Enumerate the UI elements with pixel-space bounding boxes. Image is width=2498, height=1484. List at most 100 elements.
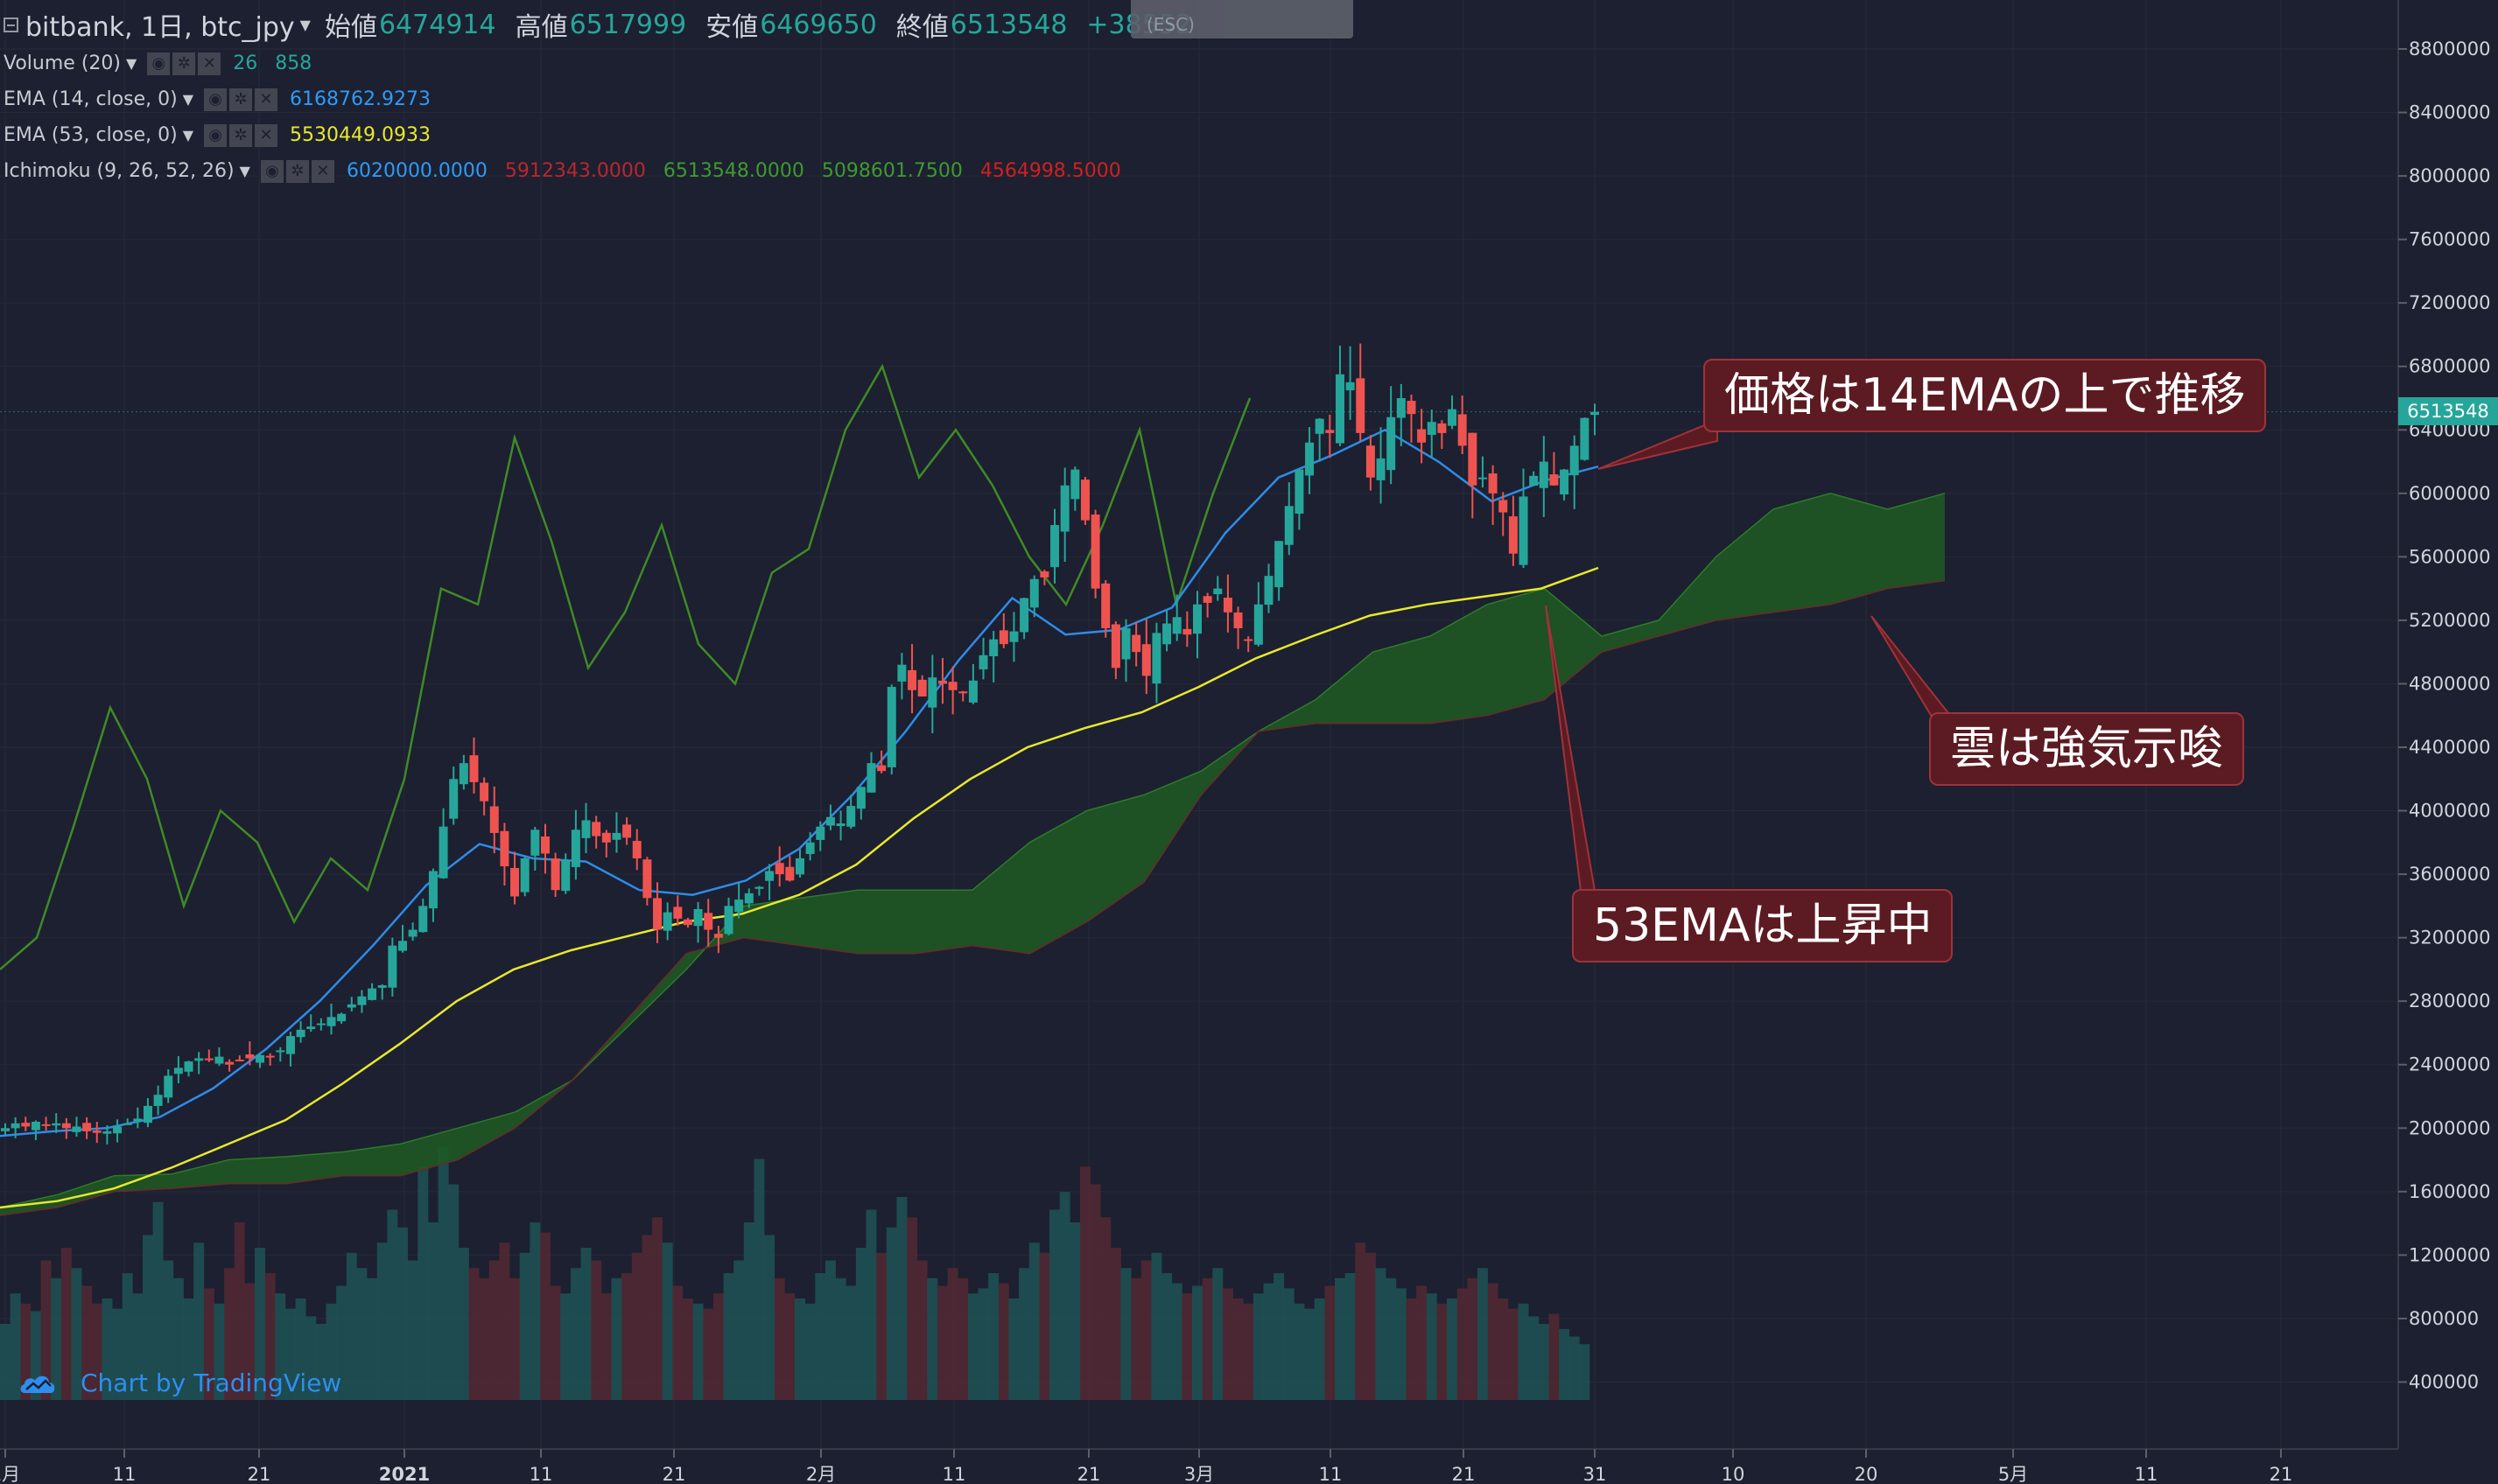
ema53-close-icon[interactable]: ✕ xyxy=(255,123,278,147)
volume-bar xyxy=(356,1268,368,1400)
candle-body xyxy=(867,763,876,793)
volume-bar xyxy=(591,1260,602,1400)
ema14-caret-icon[interactable]: ▼ xyxy=(182,91,194,108)
volume-bar xyxy=(815,1273,826,1400)
candle-body xyxy=(805,842,815,854)
y-tick-label: 7200000 xyxy=(2409,292,2491,313)
y-tick-label: 6000000 xyxy=(2409,483,2491,504)
volume-gear-icon[interactable]: ✲ xyxy=(172,52,196,75)
candle-body xyxy=(765,871,775,881)
volume-bar xyxy=(519,1252,530,1400)
candle-body xyxy=(500,830,509,867)
volume-bar xyxy=(1263,1283,1274,1400)
ema14-close-icon[interactable]: ✕ xyxy=(255,88,278,111)
volume-bar xyxy=(397,1227,408,1400)
ichimoku-eye-icon[interactable]: ◉ xyxy=(260,159,284,183)
volume-bar xyxy=(743,1222,754,1400)
candle-body xyxy=(1009,631,1019,642)
candle-body xyxy=(561,859,571,892)
candle-body xyxy=(958,691,968,694)
candle-body xyxy=(459,763,468,785)
y-tick-label: 7600000 xyxy=(2409,229,2491,250)
volume-bar xyxy=(723,1273,734,1400)
tradingview-watermark[interactable]: Chart by TradingView xyxy=(19,1368,341,1397)
volume-bar xyxy=(611,1278,622,1400)
ichimoku-caret-icon[interactable]: ▼ xyxy=(239,163,250,179)
candle-body xyxy=(1111,624,1120,668)
volume-bar xyxy=(376,1242,388,1400)
volume-bar xyxy=(886,1227,897,1400)
ema14-eye-icon[interactable]: ◉ xyxy=(204,88,228,111)
volume-bar xyxy=(580,1248,592,1400)
volume-bar xyxy=(407,1260,418,1400)
candle-body xyxy=(785,866,795,881)
candle-body xyxy=(1040,571,1049,578)
candle-body xyxy=(235,1059,244,1061)
candle-body xyxy=(113,1126,123,1134)
candle-body xyxy=(418,906,428,933)
volume-caret-icon[interactable]: ▼ xyxy=(125,55,137,72)
volume-bar xyxy=(448,1184,460,1400)
volume-bar xyxy=(244,1283,256,1400)
ema53-indicator-name[interactable]: EMA (53, close, 0) xyxy=(4,124,178,146)
volume-legend-row: Volume (20) ▼ ◉ ✲ ✕ 26 858 xyxy=(0,46,1192,81)
ichimoku-close-icon[interactable]: ✕ xyxy=(311,159,334,183)
annotation-price-above-ema14: 価格は14EMAの上で推移 xyxy=(1703,359,2267,432)
volume-bar xyxy=(367,1278,378,1400)
last-price-tag: 6513548 xyxy=(2398,397,2498,425)
low-label: 安値 xyxy=(705,12,759,43)
y-axis[interactable]: 400000 800000 1200000 1600000 2000000 2400000… xyxy=(2398,38,2491,1392)
volume-bar xyxy=(967,1293,979,1400)
volume-bar xyxy=(203,1288,214,1400)
y-tick-label: 8000000 xyxy=(2409,165,2491,186)
ema14-indicator-name[interactable]: EMA (14, close, 0) xyxy=(4,88,178,110)
annotation-pointers xyxy=(1545,418,1954,892)
candle-body xyxy=(796,858,804,875)
ema53-caret-icon[interactable]: ▼ xyxy=(182,127,194,144)
volume-eye-icon[interactable]: ◉ xyxy=(147,52,171,75)
candle-body xyxy=(1365,445,1375,478)
ema53-gear-icon[interactable]: ✲ xyxy=(229,123,253,147)
symbol-name: btc_jpy xyxy=(200,12,295,43)
volume-bar xyxy=(642,1235,653,1400)
candle-body xyxy=(1468,432,1477,486)
ema14-gear-icon[interactable]: ✲ xyxy=(229,88,253,111)
cloud-logo-icon xyxy=(20,1376,55,1393)
volume-bar xyxy=(102,1298,113,1400)
fullscreen-exit-hint[interactable]: (ESC) xyxy=(1131,0,1353,38)
volume-indicator-name[interactable]: Volume (20) xyxy=(4,52,121,74)
volume-bar xyxy=(1355,1242,1366,1400)
y-tick-label: 4800000 xyxy=(2409,673,2491,694)
x-tick-label: 21 xyxy=(248,1464,271,1484)
symbol-caret-icon[interactable]: ▼ xyxy=(299,16,311,33)
ema53-eye-icon[interactable]: ◉ xyxy=(204,123,228,147)
ichimoku-gear-icon[interactable]: ✲ xyxy=(285,159,309,183)
candle-body xyxy=(856,787,866,809)
candle-body xyxy=(1029,578,1039,608)
annotation-1-pointer xyxy=(1597,418,1718,470)
volume-bar xyxy=(1253,1293,1264,1400)
candle-body xyxy=(143,1105,152,1124)
volume-bar xyxy=(315,1324,326,1400)
ichimoku-indicator-name[interactable]: Ichimoku (9, 26, 52, 26) xyxy=(4,160,235,182)
y-tick-label: 2000000 xyxy=(2409,1117,2491,1138)
candle-body xyxy=(612,832,621,840)
candle-body xyxy=(775,863,784,875)
candle-body xyxy=(428,871,438,909)
volume-bar xyxy=(539,1232,551,1400)
volume-bar xyxy=(284,1308,296,1400)
candle-body xyxy=(1457,414,1467,446)
volume-bar xyxy=(214,1303,225,1400)
candle-body xyxy=(1356,378,1365,433)
collapse-legend-icon[interactable] xyxy=(4,17,18,32)
x-tick-label: 31 xyxy=(1583,1464,1607,1484)
symbol-title[interactable]: bitbank, 1日, btc_jpy xyxy=(25,12,295,43)
volume-bar xyxy=(163,1260,174,1400)
x-axis[interactable]: 1月 11 21 2021 11 21 2月 11 21 3月 11 21 31 10 20 5月 11 21 xyxy=(0,1449,2292,1484)
volume-bar xyxy=(1008,1298,1020,1400)
volume-close-icon[interactable]: ✕ xyxy=(198,52,221,75)
volume-bar xyxy=(1456,1288,1468,1400)
volume-bar xyxy=(1447,1298,1458,1400)
candle-body xyxy=(937,680,947,684)
